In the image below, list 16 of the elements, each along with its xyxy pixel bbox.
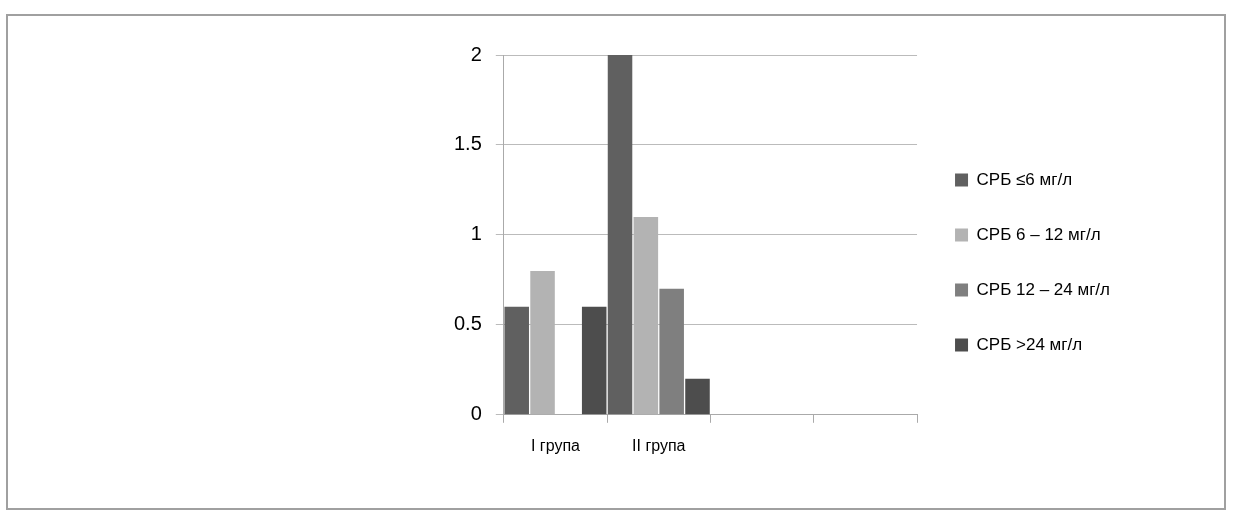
- y-tick-label: 0: [470, 402, 482, 425]
- bar: [504, 306, 529, 415]
- bar: [581, 306, 607, 415]
- bar: [685, 378, 710, 415]
- y-tick-label: 0.5: [453, 312, 482, 335]
- x-tick-label: II група: [632, 436, 686, 454]
- y-tick-label: 2: [470, 42, 482, 65]
- y-tick-label: 1: [470, 222, 482, 245]
- legend-label: СРБ >24 мг/л: [976, 334, 1083, 354]
- y-tick-label: 1.5: [453, 132, 482, 155]
- bar: [659, 288, 684, 415]
- legend-label: СРБ 6 – 12 мг/л: [976, 224, 1101, 244]
- legend-label: СРБ 12 – 24 мг/л: [976, 279, 1110, 299]
- bar: [607, 55, 633, 415]
- x-tick-label: I група: [530, 436, 581, 454]
- legend-label: СРБ ≤6 мг/л: [976, 169, 1073, 189]
